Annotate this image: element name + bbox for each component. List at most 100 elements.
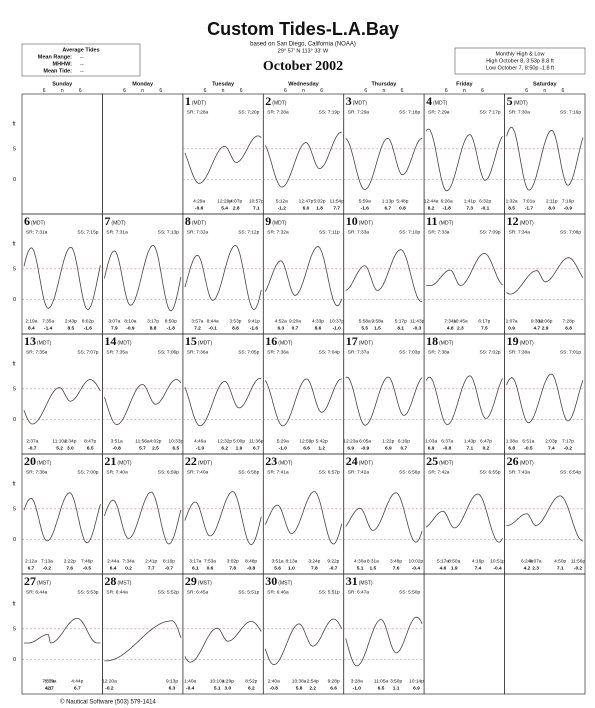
extreme-height: -0.9 xyxy=(361,445,370,451)
sunrise: SR: 6:44a xyxy=(26,589,48,595)
time-zone: (MDT) xyxy=(439,340,453,346)
time-zone: (MDT) xyxy=(37,340,51,346)
tide-curve xyxy=(24,618,101,644)
x-tick-label: n xyxy=(543,88,546,94)
extreme-time: 1:43p xyxy=(464,438,476,444)
extreme-time: 1:41p xyxy=(464,198,476,204)
extreme-time: 5:42p xyxy=(316,438,328,444)
sunset: SS: 7:15p xyxy=(77,229,98,235)
extreme-time: 3:50p xyxy=(390,678,402,684)
footer: © Nautical Software (503) 579-1414 xyxy=(60,699,156,706)
sunrise: SR: 7:43a xyxy=(509,469,531,475)
y-tick-label: 5 xyxy=(13,266,16,272)
extreme-time: 6:51a xyxy=(522,438,534,444)
extreme-time: 5:17a xyxy=(437,558,449,564)
day-number: 22 xyxy=(185,454,197,468)
extreme-height: 5.8 xyxy=(296,685,303,691)
extreme-height: 5.1 xyxy=(214,685,221,691)
extreme-height: 8.8 xyxy=(150,325,157,331)
extreme-time: 4:30a xyxy=(354,558,366,564)
extreme-height: 6.9 xyxy=(385,445,392,451)
sunset: SS: 7:16p xyxy=(560,109,581,115)
time-zone: (MDT) xyxy=(359,340,373,346)
x-tick-label: 6 xyxy=(320,88,323,94)
day-number: 21 xyxy=(104,454,116,468)
sunrise: SR: 7:34a xyxy=(509,229,531,235)
extreme-time: 6:24a xyxy=(521,558,533,564)
extreme-time: 1:32a xyxy=(506,198,518,204)
tide-curve xyxy=(506,495,583,542)
extreme-time: 5:00p xyxy=(233,438,245,444)
extreme-time: 8:19a xyxy=(44,678,56,684)
day-number: 24 xyxy=(346,454,358,468)
extreme-height: 4.6 xyxy=(440,565,447,571)
day-number: 15 xyxy=(185,334,197,348)
extreme-time: 10:57p xyxy=(249,198,264,204)
extreme-height: 2.5 xyxy=(152,445,159,451)
x-tick-label: n xyxy=(383,88,386,94)
sunrise: SR: 7:31a xyxy=(26,229,48,235)
sunrise: SR: 7:33a xyxy=(428,229,450,235)
extreme-height: 3.0 xyxy=(67,445,74,451)
extreme-time: 2:37a xyxy=(26,438,38,444)
y-tick-label: 5 xyxy=(13,506,16,512)
weekday-label: Sunday xyxy=(52,81,73,87)
extreme-time: 8:47p xyxy=(84,438,96,444)
extreme-time: 3:17p xyxy=(147,318,159,324)
subtitle: based on San Diego, California (NOAA) xyxy=(250,42,356,48)
extreme-height: 6.6 xyxy=(330,685,337,691)
extreme-time: 7:17p xyxy=(562,438,574,444)
extreme-height: 7.4 xyxy=(475,565,482,571)
tide-curve xyxy=(345,616,423,667)
extreme-height: -1.8 xyxy=(442,205,451,211)
extreme-time: 7:37a xyxy=(42,678,54,684)
sunset: SS: 6:54p xyxy=(560,469,581,475)
sunset: SS: 7:05p xyxy=(238,349,259,355)
extreme-time: 12:06p xyxy=(538,318,553,324)
sunset: SS: 7:00p xyxy=(77,469,98,475)
tide-curve xyxy=(104,491,182,545)
time-zone: (MDT) xyxy=(278,340,292,346)
time-zone: (MDT) xyxy=(439,220,453,226)
tide-curve xyxy=(23,492,101,544)
extreme-time: 3:57a xyxy=(191,318,203,324)
extreme-time: 12:59p xyxy=(299,438,314,444)
time-zone: (MST) xyxy=(198,580,212,586)
day-number: 2 xyxy=(265,94,271,108)
extreme-time: 10:14p xyxy=(409,678,424,684)
extreme-height: 5.4 xyxy=(221,205,228,211)
tide-curve xyxy=(345,376,423,426)
extreme-time: 2:19a xyxy=(25,318,37,324)
day-number: 12 xyxy=(507,214,519,228)
tide-curve xyxy=(506,373,584,424)
tide-curve xyxy=(184,244,262,310)
extreme-height: 0.7 xyxy=(292,325,299,331)
extreme-height: -0.2 xyxy=(574,565,583,571)
extreme-height: 1.8 xyxy=(316,205,323,211)
extreme-time: 10:45a xyxy=(453,318,468,324)
y-tick-label: 0 xyxy=(13,657,16,663)
sunrise: SR: 7:33a xyxy=(348,229,370,235)
sunset: SS: 6:56p xyxy=(399,469,420,475)
extreme-time: 12:47p xyxy=(299,198,314,204)
extreme-time: 3:48p xyxy=(390,558,402,564)
extreme-height: -0.8 xyxy=(270,685,279,691)
weekday-label: Thursday xyxy=(372,81,398,87)
y-axis-label: ft xyxy=(12,241,16,247)
sunset: SS: 5:52p xyxy=(158,589,179,595)
tide-curve xyxy=(184,620,262,663)
extreme-height: 6.0 xyxy=(303,205,310,211)
sunset: SS: 6:55p xyxy=(479,469,500,475)
extreme-height: 6.8 xyxy=(508,445,515,451)
time-zone: (MDT) xyxy=(433,100,447,106)
sunrise: SR: 6:47a xyxy=(348,589,370,595)
tide-curve xyxy=(184,378,262,427)
average-value: -- xyxy=(80,68,84,74)
day-number: 4 xyxy=(426,94,432,108)
sunset: SS: 7:07p xyxy=(77,349,98,355)
extreme-time: 2:40a xyxy=(268,678,280,684)
tide-curve xyxy=(264,131,342,188)
time-zone: (MDT) xyxy=(353,100,367,106)
extreme-height: -0.9 xyxy=(126,325,135,331)
extreme-height: -0.1 xyxy=(481,205,490,211)
